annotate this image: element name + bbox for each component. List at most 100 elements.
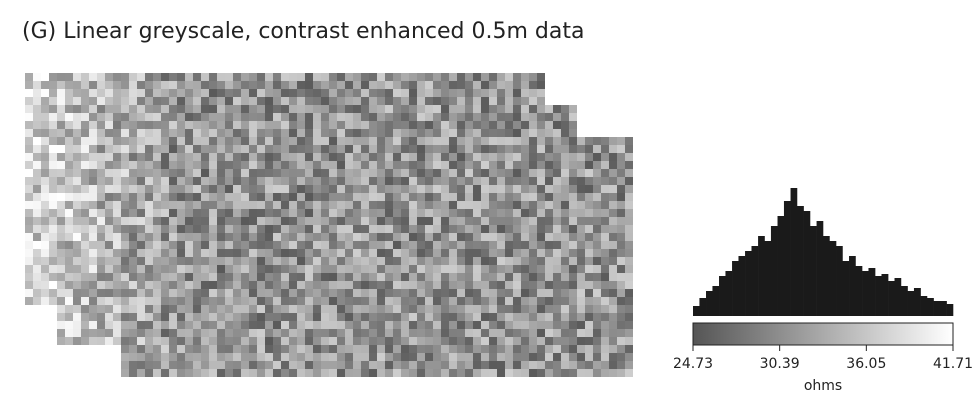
- raster-cell: [65, 329, 73, 337]
- raster-cell: [529, 265, 537, 273]
- raster-cell: [41, 233, 49, 241]
- raster-cell: [505, 329, 513, 337]
- raster-cell: [121, 161, 129, 169]
- raster-cell: [121, 265, 129, 273]
- raster-cell: [441, 321, 449, 329]
- raster-cell: [417, 289, 425, 297]
- raster-cell: [537, 185, 545, 193]
- raster-cell: [577, 345, 585, 353]
- raster-cell: [385, 369, 393, 377]
- raster-cell: [201, 177, 209, 185]
- raster-cell: [417, 353, 425, 361]
- raster-cell: [617, 361, 625, 369]
- raster-cell: [129, 313, 137, 321]
- raster-cell: [265, 193, 273, 201]
- raster-cell: [521, 265, 529, 273]
- raster-cell: [113, 153, 121, 161]
- raster-cell: [313, 257, 321, 265]
- raster-cell: [409, 225, 417, 233]
- raster-cell: [529, 185, 537, 193]
- raster-cell: [129, 209, 137, 217]
- raster-cell: [601, 217, 609, 225]
- raster-cell: [497, 257, 505, 265]
- raster-cell: [169, 89, 177, 97]
- raster-cell: [513, 129, 521, 137]
- raster-cell: [513, 89, 521, 97]
- raster-cell: [65, 313, 73, 321]
- raster-cell: [553, 345, 561, 353]
- raster-cell: [569, 369, 577, 377]
- raster-cell: [425, 161, 433, 169]
- raster-cell: [145, 89, 153, 97]
- raster-cell: [281, 321, 289, 329]
- raster-cell: [297, 321, 305, 329]
- raster-cell: [65, 169, 73, 177]
- raster-cell: [193, 297, 201, 305]
- raster-cell: [25, 137, 33, 145]
- raster-cell: [161, 321, 169, 329]
- raster-cell: [473, 153, 481, 161]
- raster-cell: [297, 209, 305, 217]
- raster-cell: [521, 353, 529, 361]
- raster-cell: [345, 177, 353, 185]
- raster-cell: [545, 297, 553, 305]
- raster-cell: [89, 329, 97, 337]
- raster-cell: [49, 137, 57, 145]
- raster-cell: [329, 185, 337, 193]
- raster-cell: [161, 257, 169, 265]
- raster-cell: [177, 225, 185, 233]
- raster-cell: [177, 121, 185, 129]
- raster-cell: [81, 161, 89, 169]
- raster-cell: [553, 217, 561, 225]
- raster-cell: [281, 145, 289, 153]
- raster-cell: [369, 129, 377, 137]
- raster-cell: [129, 217, 137, 225]
- raster-cell: [233, 281, 241, 289]
- raster-cell: [89, 209, 97, 217]
- raster-cell: [65, 177, 73, 185]
- raster-cell: [505, 145, 513, 153]
- raster-cell: [577, 193, 585, 201]
- raster-cell: [121, 281, 129, 289]
- raster-cell: [489, 361, 497, 369]
- raster-cell: [209, 313, 217, 321]
- raster-cell: [201, 129, 209, 137]
- raster-cell: [185, 177, 193, 185]
- raster-cell: [513, 145, 521, 153]
- raster-cell: [521, 121, 529, 129]
- raster-cell: [121, 361, 129, 369]
- raster-cell: [417, 113, 425, 121]
- raster-cell: [609, 169, 617, 177]
- raster-cell: [617, 241, 625, 249]
- raster-cell: [377, 345, 385, 353]
- raster-cell: [297, 297, 305, 305]
- raster-cell: [465, 153, 473, 161]
- raster-cell: [273, 137, 281, 145]
- raster-cell: [465, 81, 473, 89]
- raster-cell: [81, 249, 89, 257]
- raster-cell: [345, 321, 353, 329]
- raster-cell: [97, 113, 105, 121]
- raster-cell: [369, 89, 377, 97]
- raster-cell: [353, 265, 361, 273]
- raster-cell: [145, 257, 153, 265]
- raster-cell: [553, 297, 561, 305]
- raster-cell: [81, 89, 89, 97]
- raster-cell: [393, 121, 401, 129]
- raster-cell: [577, 273, 585, 281]
- raster-cell: [217, 257, 225, 265]
- raster-cell: [537, 369, 545, 377]
- raster-cell: [281, 353, 289, 361]
- raster-cell: [417, 233, 425, 241]
- raster-cell: [561, 321, 569, 329]
- raster-cell: [393, 337, 401, 345]
- raster-cell: [225, 89, 233, 97]
- raster-cell: [25, 265, 33, 273]
- raster-cell: [441, 297, 449, 305]
- raster-cell: [489, 233, 497, 241]
- raster-cell: [137, 193, 145, 201]
- raster-cell: [153, 289, 161, 297]
- raster-cell: [593, 137, 601, 145]
- raster-cell: [97, 137, 105, 145]
- raster-cell: [321, 305, 329, 313]
